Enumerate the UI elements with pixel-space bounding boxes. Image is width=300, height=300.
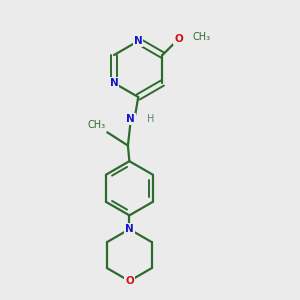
Text: H: H	[147, 114, 154, 124]
Text: O: O	[125, 276, 134, 286]
Text: N: N	[134, 36, 142, 46]
Text: CH₃: CH₃	[88, 120, 106, 130]
Text: N: N	[125, 224, 134, 234]
Text: CH₃: CH₃	[193, 32, 211, 42]
Text: O: O	[174, 34, 183, 44]
Text: N: N	[127, 114, 135, 124]
Text: N: N	[110, 78, 118, 88]
